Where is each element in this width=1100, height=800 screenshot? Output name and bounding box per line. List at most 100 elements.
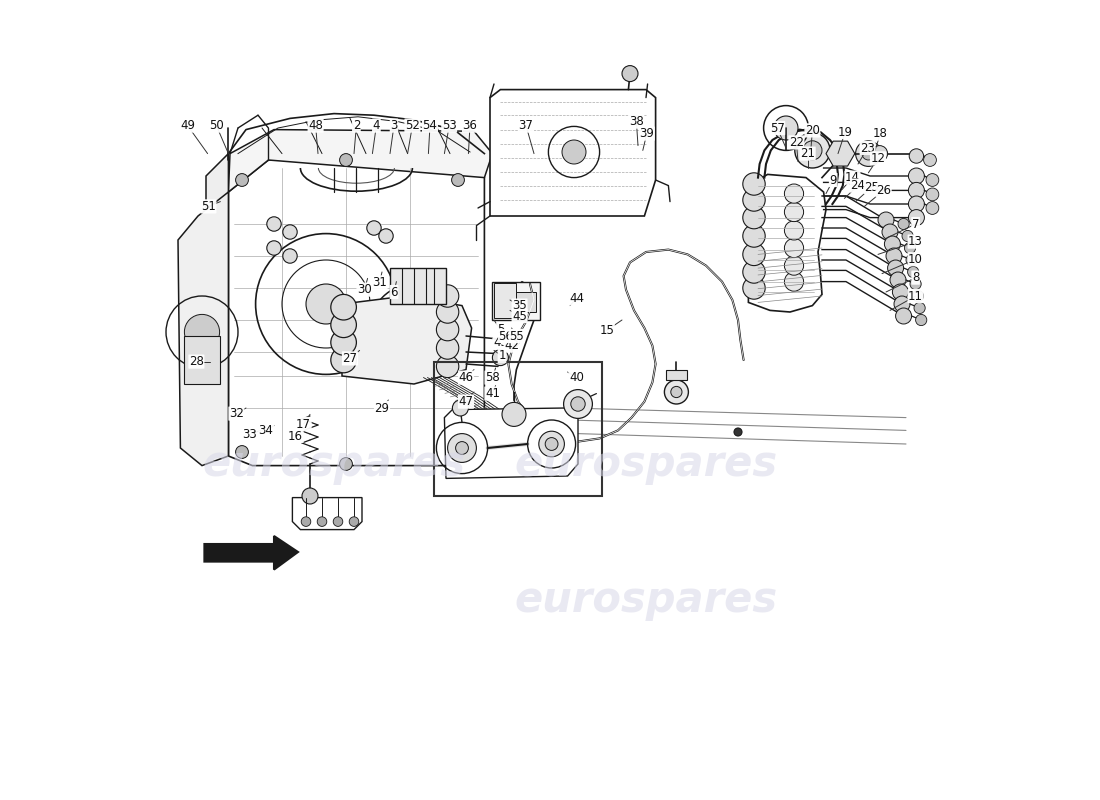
Circle shape (774, 116, 798, 140)
Text: 2: 2 (353, 119, 360, 132)
Text: eurospares: eurospares (515, 579, 778, 621)
Circle shape (909, 196, 924, 212)
Polygon shape (748, 174, 826, 312)
Text: 42: 42 (504, 339, 519, 352)
Text: 40: 40 (569, 371, 584, 384)
Circle shape (437, 285, 459, 307)
Bar (516, 292, 537, 312)
Polygon shape (229, 160, 484, 466)
Text: 20: 20 (805, 124, 820, 137)
Text: 1: 1 (498, 350, 506, 362)
Text: 48: 48 (308, 119, 323, 132)
Circle shape (803, 141, 822, 160)
Circle shape (784, 256, 804, 275)
Text: 52: 52 (405, 119, 420, 132)
Circle shape (267, 217, 282, 231)
Text: 21: 21 (800, 147, 815, 160)
Text: 28: 28 (189, 355, 204, 368)
Circle shape (742, 206, 766, 229)
Circle shape (301, 517, 311, 526)
Circle shape (915, 314, 927, 326)
Text: 55: 55 (509, 330, 524, 342)
Text: 39: 39 (639, 127, 654, 140)
Circle shape (912, 290, 924, 302)
Circle shape (886, 248, 902, 264)
Text: 35: 35 (513, 299, 527, 312)
Circle shape (302, 488, 318, 504)
Bar (390, 268, 446, 304)
Text: 25: 25 (865, 181, 879, 194)
Text: 24: 24 (850, 179, 866, 192)
Circle shape (235, 446, 249, 458)
Circle shape (742, 189, 766, 211)
Circle shape (784, 202, 804, 222)
Circle shape (926, 202, 938, 214)
Text: 34: 34 (258, 424, 274, 437)
Circle shape (784, 238, 804, 258)
Circle shape (784, 272, 804, 291)
Polygon shape (178, 192, 229, 466)
Text: 9: 9 (829, 174, 837, 186)
Circle shape (455, 442, 469, 454)
Circle shape (909, 210, 924, 226)
Polygon shape (490, 90, 656, 216)
Circle shape (892, 284, 909, 300)
Text: 29: 29 (374, 402, 389, 414)
Circle shape (437, 337, 459, 359)
Text: 56: 56 (498, 330, 514, 342)
Polygon shape (512, 282, 536, 316)
Circle shape (894, 296, 910, 312)
Circle shape (910, 278, 921, 290)
Circle shape (448, 434, 476, 462)
Circle shape (283, 225, 297, 239)
Circle shape (742, 225, 766, 247)
Circle shape (910, 149, 924, 163)
Circle shape (895, 308, 912, 324)
Circle shape (878, 212, 894, 228)
Text: 41: 41 (485, 387, 499, 400)
Text: 7: 7 (912, 218, 920, 230)
Polygon shape (206, 154, 229, 456)
Circle shape (888, 260, 903, 276)
Circle shape (926, 174, 938, 186)
Polygon shape (342, 296, 472, 384)
Circle shape (235, 174, 249, 186)
Circle shape (452, 446, 464, 458)
Circle shape (267, 241, 282, 255)
Text: 17: 17 (296, 418, 311, 430)
Text: 15: 15 (600, 324, 614, 337)
Text: 30: 30 (358, 283, 372, 296)
Circle shape (742, 243, 766, 266)
Text: 22: 22 (789, 136, 804, 149)
Text: 11: 11 (909, 290, 923, 302)
Text: 43: 43 (493, 336, 508, 349)
Circle shape (671, 386, 682, 398)
Circle shape (742, 261, 766, 283)
Text: 38: 38 (629, 115, 644, 128)
Circle shape (924, 154, 936, 166)
Circle shape (546, 438, 558, 450)
Circle shape (908, 266, 918, 278)
Circle shape (340, 458, 352, 470)
Circle shape (502, 402, 526, 426)
Polygon shape (826, 141, 855, 166)
Text: 45: 45 (513, 310, 527, 322)
Polygon shape (229, 130, 493, 192)
Text: 47: 47 (459, 395, 473, 408)
Text: 32: 32 (229, 407, 244, 420)
Circle shape (452, 174, 464, 186)
Text: 33: 33 (243, 428, 257, 441)
Text: 50: 50 (209, 119, 223, 132)
Circle shape (742, 277, 766, 299)
Circle shape (437, 355, 459, 378)
Circle shape (898, 218, 910, 230)
Text: 19: 19 (838, 126, 853, 138)
Circle shape (621, 66, 638, 82)
Bar (666, 370, 686, 380)
Circle shape (392, 306, 437, 350)
Circle shape (734, 428, 742, 436)
Circle shape (909, 182, 924, 198)
Circle shape (784, 221, 804, 240)
Text: 18: 18 (873, 127, 888, 140)
Circle shape (331, 294, 356, 320)
